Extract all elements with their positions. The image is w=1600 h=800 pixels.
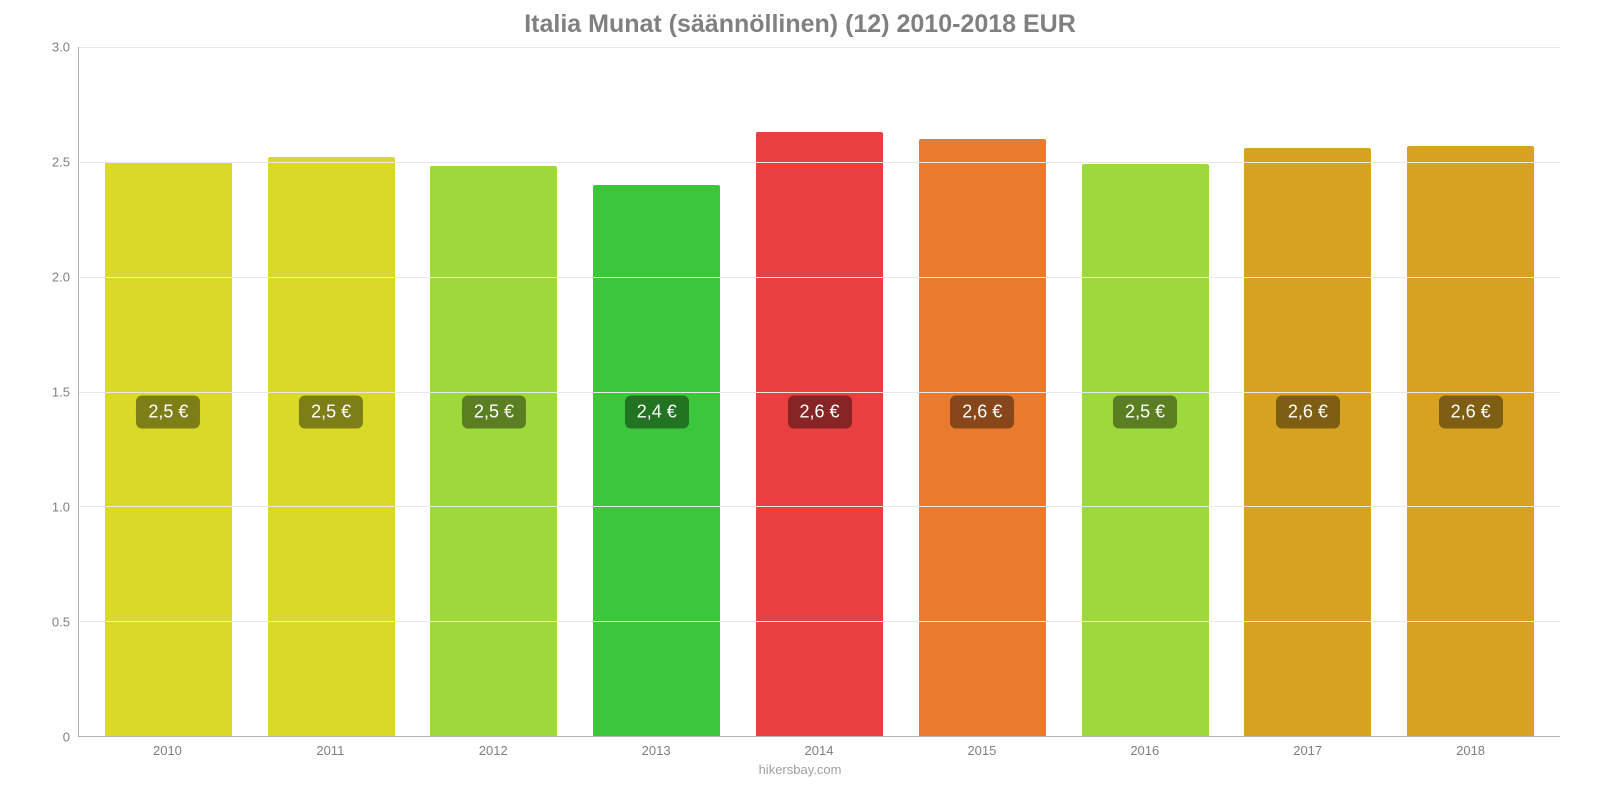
x-tick-label: 2013 <box>575 743 738 758</box>
gridline <box>79 392 1560 393</box>
bar-value-label: 2,5 € <box>462 396 526 429</box>
y-tick-label: 2.5 <box>52 155 70 170</box>
attribution: hikersbay.com <box>40 762 1560 777</box>
grid-and-bars: 2,5 € 2,5 € 2,5 € 2,4 € 2,6 € 2,6 € 2,5 € 2,6 €… <box>78 47 1560 737</box>
chart-container: Italia Munat (säännöllinen) (12) 2010-20… <box>0 0 1600 800</box>
x-tick-label: 2012 <box>412 743 575 758</box>
bar-value-label: 2,6 € <box>950 396 1014 429</box>
x-tick-label: 2018 <box>1389 743 1552 758</box>
bar: 2,6 € <box>1407 146 1534 736</box>
x-axis: 201020112012201320142015201620172018 <box>40 743 1560 758</box>
x-tick-label: 2014 <box>738 743 901 758</box>
gridline <box>79 506 1560 507</box>
x-tick-label: 2016 <box>1063 743 1226 758</box>
bar-value-label: 2,6 € <box>1276 396 1340 429</box>
bar-value-label: 2,5 € <box>299 396 363 429</box>
bar-value-label: 2,5 € <box>1113 396 1177 429</box>
bar: 2,5 € <box>105 162 232 736</box>
bar-value-label: 2,5 € <box>136 396 200 429</box>
plot-area: 00.51.01.52.02.53.0 2,5 €2,5 €2,5 €2,4 €… <box>40 47 1560 737</box>
bar: 2,5 € <box>1082 164 1209 736</box>
bar: 2,6 € <box>1244 148 1371 736</box>
bar: 2,5 € <box>268 157 395 736</box>
bar: 2,4 € <box>593 185 720 736</box>
bar-value-label: 2,6 € <box>787 396 851 429</box>
bar-value-label: 2,6 € <box>1439 396 1503 429</box>
bar: 2,6 € <box>919 139 1046 736</box>
x-tick-label: 2011 <box>249 743 412 758</box>
bar: 2,5 € <box>430 166 557 736</box>
y-tick-label: 1.0 <box>52 500 70 515</box>
y-tick-label: 0.5 <box>52 615 70 630</box>
y-tick-label: 2.0 <box>52 270 70 285</box>
x-tick-label: 2017 <box>1226 743 1389 758</box>
chart-title: Italia Munat (säännöllinen) (12) 2010-20… <box>40 10 1560 39</box>
bar: 2,6 € <box>756 132 883 736</box>
gridline <box>79 277 1560 278</box>
x-tick-label: 2010 <box>86 743 249 758</box>
gridline <box>79 47 1560 48</box>
y-tick-label: 1.5 <box>52 385 70 400</box>
x-tick-labels: 201020112012201320142015201620172018 <box>78 743 1560 758</box>
y-tick-label: 0 <box>63 730 70 745</box>
y-axis: 00.51.01.52.02.53.0 <box>40 47 78 737</box>
gridline <box>79 621 1560 622</box>
gridline <box>79 162 1560 163</box>
bar-value-label: 2,4 € <box>625 396 689 429</box>
y-tick-label: 3.0 <box>52 40 70 55</box>
x-tick-label: 2015 <box>900 743 1063 758</box>
